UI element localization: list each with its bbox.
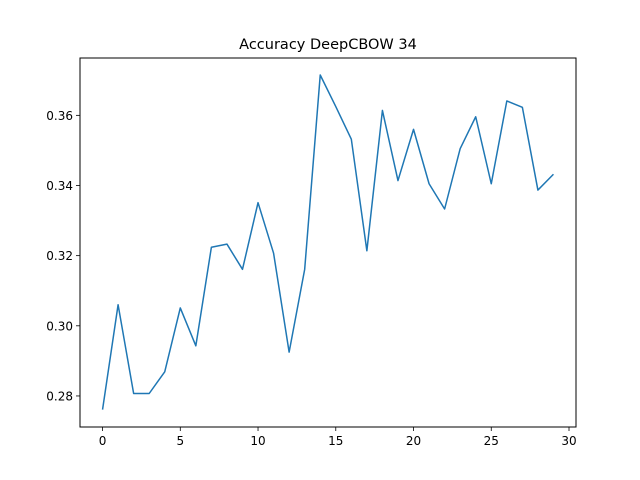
axes-frame: [79, 57, 577, 428]
x-tick-label: 0: [99, 434, 107, 448]
plot-area: [101, 74, 554, 410]
x-tick-label: 5: [176, 434, 184, 448]
y-tick-label: 0.36: [46, 109, 73, 123]
x-tick-label: 25: [484, 434, 499, 448]
y-tick-label: 0.30: [46, 319, 73, 333]
y-tick-label: 0.34: [46, 179, 73, 193]
series-line: [101, 74, 554, 410]
x-tick-label: 15: [328, 434, 343, 448]
x-tick-label: 30: [561, 434, 576, 448]
chart-title: Accuracy DeepCBOW 34: [239, 37, 417, 53]
axis-ticks: 0 5 10 15 20 25 30 0.28 0.30 0.32 0.34 0.36: [46, 109, 576, 448]
y-tick-label: 0.32: [46, 249, 73, 263]
x-tick-label: 10: [250, 434, 265, 448]
x-tick-label: 20: [406, 434, 421, 448]
y-tick-label: 0.28: [46, 389, 73, 403]
